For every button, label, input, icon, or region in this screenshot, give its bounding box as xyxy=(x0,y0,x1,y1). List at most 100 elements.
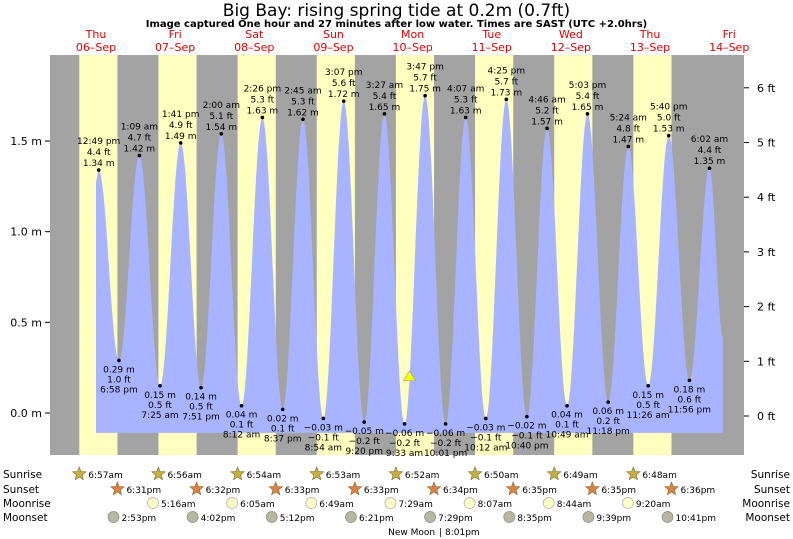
sunrise-icon xyxy=(388,466,404,481)
tide-point xyxy=(137,153,142,158)
moonset-icon xyxy=(424,511,436,523)
row-label-moonrise: Moonrise xyxy=(3,498,51,510)
sunrise-icon xyxy=(71,466,87,481)
day-name: Tue xyxy=(481,28,501,41)
moonset-time: 8:35pm xyxy=(517,514,552,524)
moonrise-icon xyxy=(384,497,397,509)
tide-point xyxy=(199,385,203,390)
tide-point xyxy=(707,166,712,171)
tide-m: −0.02 m xyxy=(507,422,546,432)
sunrise-icon xyxy=(150,466,166,481)
tide-ft: 5.3 ft xyxy=(291,97,315,107)
tide-point xyxy=(301,117,305,122)
tide-m: −0.03 m xyxy=(304,423,343,433)
tide-m: 1.65 m xyxy=(369,103,401,113)
tide-ft: −0.2 ft xyxy=(349,437,381,447)
tide-m: 1.63 m xyxy=(247,106,279,116)
moonrise-time: 6:05am xyxy=(240,500,275,510)
sunrise-icon xyxy=(309,466,325,481)
tide-m: 1.49 m xyxy=(165,132,197,142)
tide-point xyxy=(117,358,121,363)
moonset-time: 10:41pm xyxy=(676,514,716,524)
y-tick-label-ft: 2 ft xyxy=(757,301,776,314)
moonset-time: 2:53pm xyxy=(121,514,156,524)
sunset-time: 6:36pm xyxy=(680,486,715,496)
current-tide-marker xyxy=(402,370,416,382)
tide-ft: −0.1 ft xyxy=(308,433,340,443)
sunrise-time: 6:53am xyxy=(326,471,361,481)
day-date: 10–Sep xyxy=(392,41,432,54)
y-tick-label-ft: 0 ft xyxy=(757,410,776,423)
tide-m: 1.35 m xyxy=(694,157,726,167)
tide-ft: 0.5 ft xyxy=(148,401,172,411)
tide-time: 11:18 pm xyxy=(587,427,630,437)
tide-time: 8:12 am xyxy=(223,431,260,441)
tide-m: 1.54 m xyxy=(205,123,237,133)
tide-ft: 4.9 ft xyxy=(169,121,193,131)
tide-point xyxy=(666,133,671,138)
moonset-time: 9:39pm xyxy=(596,514,631,524)
tide-ft: 5.3 ft xyxy=(251,95,275,105)
sunset-icon xyxy=(347,481,363,496)
tide-time: 11:26 am xyxy=(627,411,670,421)
tide-ft: 4.4 ft xyxy=(698,146,722,156)
moonrise-time: 8:07am xyxy=(478,500,513,510)
tide-ft: 5.0 ft xyxy=(657,114,681,124)
row-label-right-moonset: Moonset xyxy=(745,512,790,524)
tide-m: 1.53 m xyxy=(653,125,685,135)
sunset-time: 6:33pm xyxy=(364,486,399,496)
moon-phase-time: | 8:01pm xyxy=(439,528,480,538)
sunrise-icon xyxy=(546,466,562,481)
row-label-moonset: Moonset xyxy=(3,512,48,524)
tide-m: −0.05 m xyxy=(345,427,384,437)
tide-ft: 4.7 ft xyxy=(128,134,152,144)
tide-ft: 0.1 ft xyxy=(230,421,254,431)
tide-time: 5:03 pm xyxy=(569,81,607,91)
tide-time: 3:07 pm xyxy=(325,68,363,78)
tide-ft: 5.6 ft xyxy=(332,79,356,89)
sunset-time: 6:35pm xyxy=(601,486,636,496)
tide-ft: −0.1 ft xyxy=(470,433,502,443)
sunset-icon xyxy=(505,481,521,496)
tide-m: 1.57 m xyxy=(531,117,563,127)
tide-ft: 5.4 ft xyxy=(373,92,397,102)
y-tick-label-ft: 1 ft xyxy=(757,355,776,368)
tide-time: 4:07 am xyxy=(447,84,484,94)
tide-ft: 5.3 ft xyxy=(454,95,478,105)
sunrise-time: 6:49am xyxy=(563,471,598,481)
y-tick-label-ft: 3 ft xyxy=(757,246,776,259)
day-date: 11–Sep xyxy=(472,41,512,54)
tide-point xyxy=(382,112,387,116)
day-name: Fri xyxy=(169,28,182,41)
moonrise-time: 9:20am xyxy=(636,500,671,510)
tide-time: 7:51 pm xyxy=(182,413,220,423)
tide-m: −0.03 m xyxy=(466,423,505,433)
tide-point xyxy=(545,126,549,131)
tide-time: 11:56 pm xyxy=(668,405,711,415)
tide-ft: 4.4 ft xyxy=(87,148,111,158)
y-tick-label-m: 1.5 m xyxy=(10,135,42,148)
sunset-icon xyxy=(584,481,600,496)
tide-time: 9:20 pm xyxy=(345,447,383,457)
tide-ft: 0.6 ft xyxy=(678,395,702,405)
moonrise-time: 6:49am xyxy=(319,500,354,510)
moonset-time: 6:21pm xyxy=(359,514,394,524)
moonrise-time: 5:16am xyxy=(161,500,196,510)
tide-time: 8:37 pm xyxy=(264,434,302,444)
tide-m: 1.42 m xyxy=(124,145,156,155)
tide-ft: 5.1 ft xyxy=(209,112,233,122)
tide-m: 0.15 m xyxy=(144,391,176,401)
sunset-icon xyxy=(663,481,680,496)
sunset-time: 6:35pm xyxy=(522,486,557,496)
day-name: Sat xyxy=(245,28,264,41)
tide-time: 1:41 pm xyxy=(162,110,200,120)
tide-time: 12:49 pm xyxy=(77,137,120,147)
tide-time: 3:47 pm xyxy=(406,63,444,73)
day-date: 13–Sep xyxy=(630,41,670,54)
tide-m: 0.29 m xyxy=(103,365,135,375)
tide-point xyxy=(504,97,509,102)
day-date: 12–Sep xyxy=(551,41,591,54)
tide-point xyxy=(402,422,407,426)
tide-point xyxy=(687,378,692,383)
